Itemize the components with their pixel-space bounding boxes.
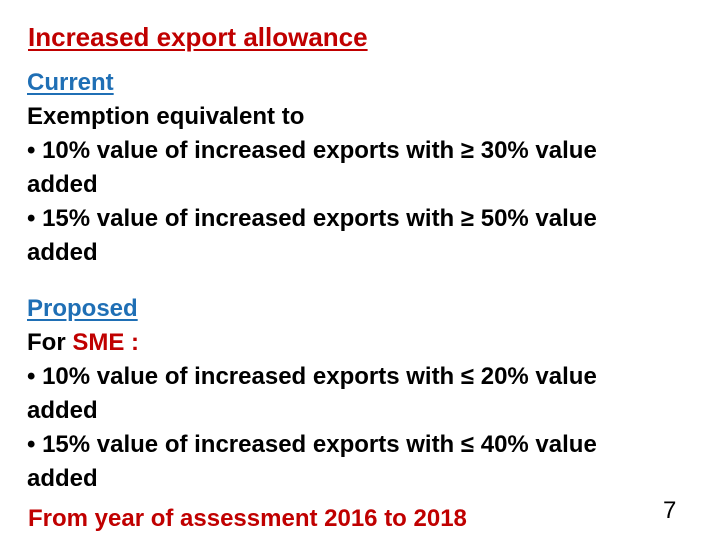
page-number: 7 xyxy=(663,497,677,524)
current-bullet-2-line-1: • 15% value of increased exports with ≥ … xyxy=(27,205,597,232)
current-intro: Exemption equivalent to xyxy=(27,103,305,130)
proposed-for-target: SME : xyxy=(72,329,139,356)
section-gap xyxy=(27,270,707,292)
current-bullet-1-line-1: • 10% value of increased exports with ≥ … xyxy=(27,137,597,164)
current-heading: Current xyxy=(27,69,114,96)
proposed-bullet-1-line-1: • 10% value of increased exports with ≤ … xyxy=(27,363,597,390)
slide-body: Current Exemption equivalent to • 10% va… xyxy=(27,66,707,496)
current-bullet-1-line-2: added xyxy=(27,171,98,198)
proposed-for-line: For SME : xyxy=(27,326,707,360)
proposed-bullet-1-line-2: added xyxy=(27,397,98,424)
proposed-heading: Proposed xyxy=(27,295,138,322)
slide-title: Increased export allowance xyxy=(28,22,368,52)
proposed-bullet-2-line-1: • 15% value of increased exports with ≤ … xyxy=(27,431,597,458)
proposed-for-prefix: For xyxy=(27,329,73,356)
slide-footer: From year of assessment 2016 to 2018 xyxy=(28,505,467,532)
proposed-bullet-2-line-2: added xyxy=(27,465,98,492)
current-bullet-2-line-2: added xyxy=(27,239,98,266)
